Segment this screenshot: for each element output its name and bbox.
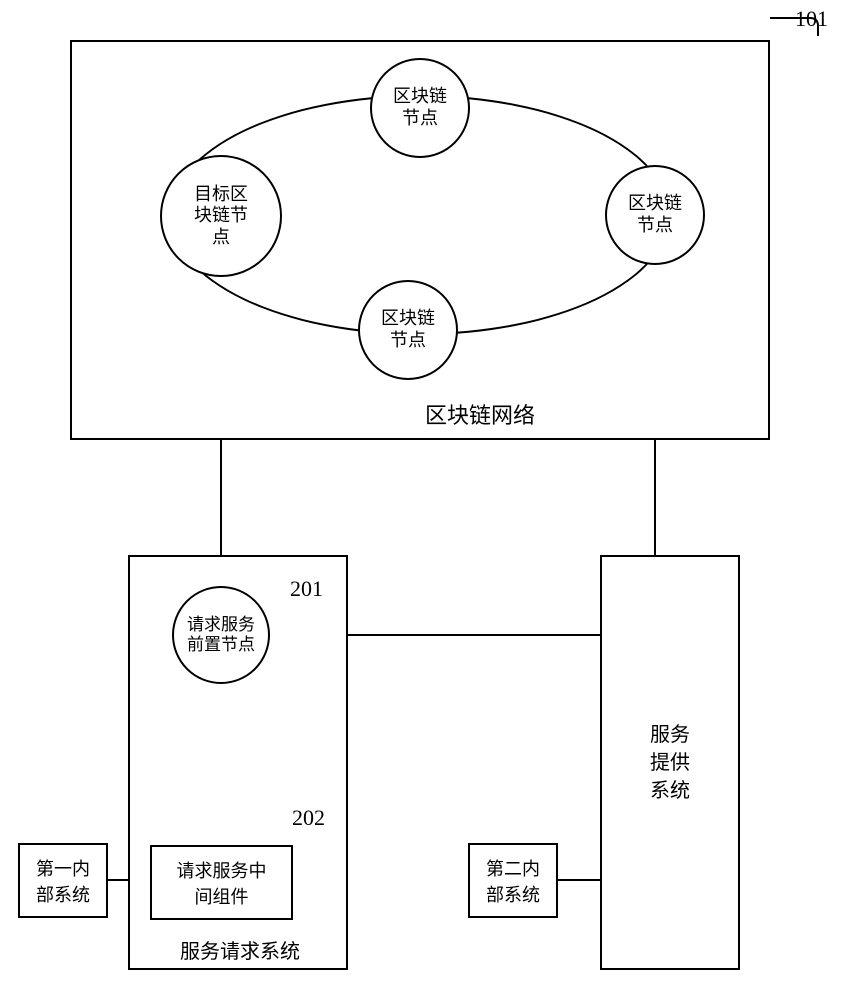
request-system-label: 服务请求系统 (155, 935, 325, 964)
ref-201: 201 (290, 576, 323, 602)
diagram-canvas: 区块链网络 区块链节点 目标区块链节点 区块链节点 区块链节点 101 服务请求… (0, 0, 853, 1000)
front-node-label: 请求服务前置节点 (187, 615, 255, 656)
node-right: 区块链节点 (605, 165, 705, 265)
second-internal-label: 第二内部系统 (486, 855, 540, 907)
provider-system-box: 服务提供系统 (600, 555, 740, 970)
first-internal-label: 第一内部系统 (36, 855, 90, 907)
node-bottom-label: 区块链节点 (381, 308, 435, 351)
middleware-box: 请求服务中间组件 (150, 845, 293, 920)
middleware-label: 请求服务中间组件 (177, 857, 267, 909)
node-target: 目标区块链节点 (160, 155, 282, 277)
first-internal-box: 第一内部系统 (18, 843, 108, 918)
network-label: 区块链网络 (380, 398, 580, 430)
node-right-label: 区块链节点 (628, 193, 682, 236)
node-top-label: 区块链节点 (393, 86, 447, 129)
front-node: 请求服务前置节点 (172, 586, 270, 684)
node-bottom: 区块链节点 (358, 280, 458, 380)
ref-202: 202 (292, 805, 325, 831)
provider-system-label: 服务提供系统 (648, 721, 692, 805)
node-target-label: 目标区块链节点 (194, 184, 248, 249)
ref-101: 101 (795, 6, 828, 32)
second-internal-box: 第二内部系统 (468, 843, 558, 918)
node-top: 区块链节点 (370, 58, 470, 158)
